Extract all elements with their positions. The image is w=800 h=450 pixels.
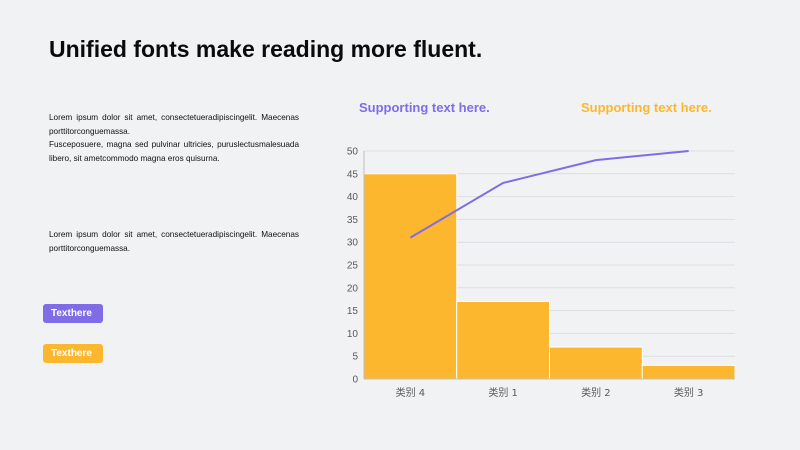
x-tick-label: 类别 1 [488, 386, 518, 399]
bar [641, 364, 736, 380]
body-paragraph-1: Lorem ipsum dolor sit amet, consectetuer… [49, 111, 299, 165]
supporting-text-gold: Supporting text here. [581, 100, 712, 115]
y-tick-label: 30 [347, 238, 359, 249]
y-tick-label: 25 [347, 261, 359, 272]
y-tick-label: 10 [347, 329, 359, 340]
page-title: Unified fonts make reading more fluent. [49, 36, 483, 62]
y-tick-label: 5 [352, 352, 358, 363]
y-tick-label: 0 [352, 375, 358, 386]
y-tick-label: 50 [347, 147, 359, 158]
bar [363, 173, 458, 380]
x-tick-label: 类别 4 [396, 386, 426, 399]
x-tick-label: 类别 3 [674, 386, 704, 399]
tag-purple: Texthere [43, 304, 103, 323]
y-tick-label: 20 [347, 283, 359, 294]
bar [549, 346, 643, 380]
paragraph-line: Lorem ipsum dolor sit amet, consectetuer… [49, 113, 299, 136]
supporting-text-purple: Supporting text here. [359, 100, 490, 115]
body-paragraph-2: Lorem ipsum dolor sit amet, consectetuer… [49, 228, 299, 255]
y-tick-label: 40 [347, 192, 359, 203]
tag-gold: Texthere [43, 344, 103, 363]
bar [456, 300, 550, 380]
paragraph-line: Lorem ipsum dolor sit amet, consectetuer… [49, 230, 299, 253]
cumulative-line [409, 150, 689, 239]
y-tick-label: 45 [347, 169, 359, 180]
paragraph-line: Fusceposuere, magna sed pulvinar ultrici… [49, 140, 299, 163]
x-tick-label: 类别 2 [581, 386, 611, 399]
y-tick-label: 35 [347, 215, 359, 226]
y-tick-label: 15 [347, 306, 359, 317]
